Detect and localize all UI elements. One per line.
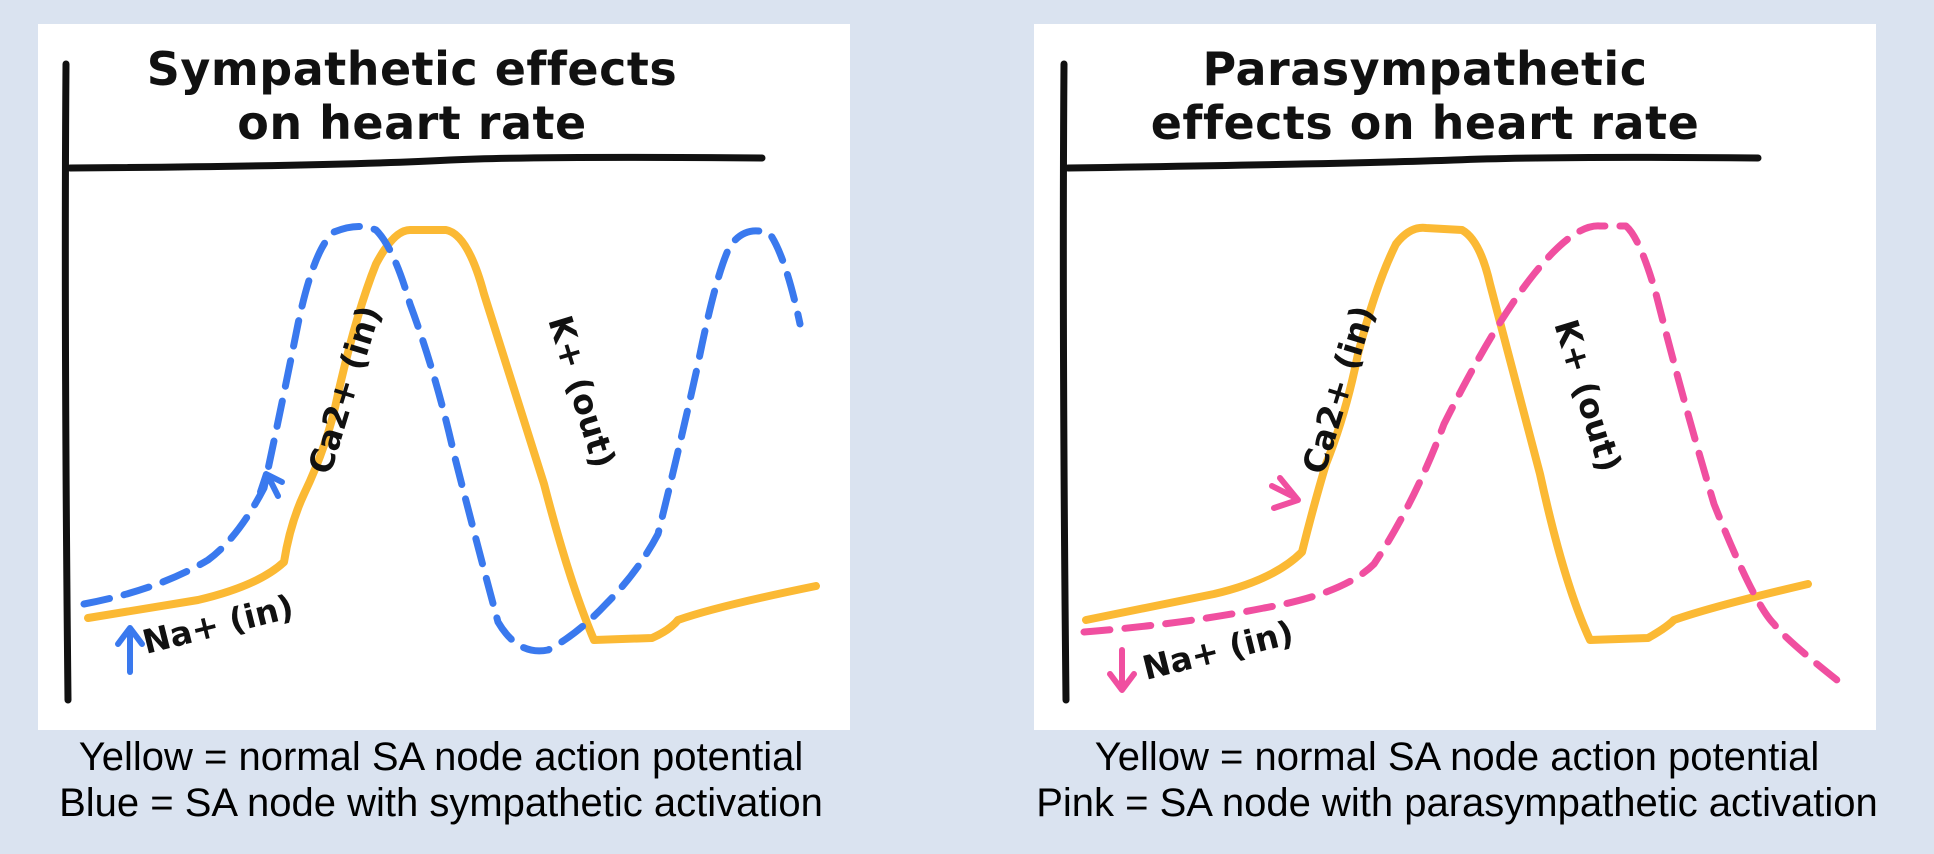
parasympathetic-title-line-2: effects on heart rate	[1004, 96, 1846, 150]
na-increase-arrow-icon	[118, 628, 142, 672]
x-axis-line	[70, 157, 762, 168]
parasympathetic-diagram-panel: Na+ (in) Ca2+ (in) K+ (out) Parasympathe…	[1034, 24, 1876, 730]
ca-label: Ca2+ (in)	[300, 301, 388, 478]
sympathetic-title: Sympathetic effects on heart rate	[6, 42, 818, 150]
k-label: K+ (out)	[540, 311, 623, 472]
parasympathetic-title: Parasympathetic effects on heart rate	[1004, 42, 1846, 150]
sympathetic-action-potential-curve	[84, 226, 800, 650]
parasympathetic-title-line-1: Parasympathetic	[1004, 42, 1846, 96]
k-label: K+ (out)	[1546, 315, 1629, 476]
normal-action-potential-curve	[1086, 228, 1808, 640]
sympathetic-title-line-1: Sympathetic effects	[6, 42, 818, 96]
sympathetic-caption-line-2: Blue = SA node with sympathetic activati…	[0, 780, 882, 826]
sympathetic-diagram-panel: Na+ (in) Ca2+ (in) K+ (out) Sympathetic …	[38, 24, 850, 730]
sympathetic-caption-line-1: Yellow = normal SA node action potential	[0, 734, 882, 780]
na-decrease-arrow-icon	[1110, 650, 1134, 690]
ca-decrease-arrow-icon	[1272, 478, 1298, 508]
sympathetic-title-line-2: on heart rate	[6, 96, 818, 150]
parasympathetic-action-potential-curve	[1084, 226, 1842, 684]
y-axis	[1063, 64, 1066, 700]
parasympathetic-caption-line-2: Pink = SA node with parasympathetic acti…	[980, 780, 1934, 826]
sympathetic-caption: Yellow = normal SA node action potential…	[0, 734, 882, 826]
parasympathetic-caption-line-1: Yellow = normal SA node action potential	[980, 734, 1934, 780]
y-axis	[65, 64, 68, 700]
parasympathetic-caption: Yellow = normal SA node action potential…	[980, 734, 1934, 826]
x-axis-line	[1068, 157, 1758, 168]
ca-label: Ca2+ (in)	[1294, 301, 1382, 478]
